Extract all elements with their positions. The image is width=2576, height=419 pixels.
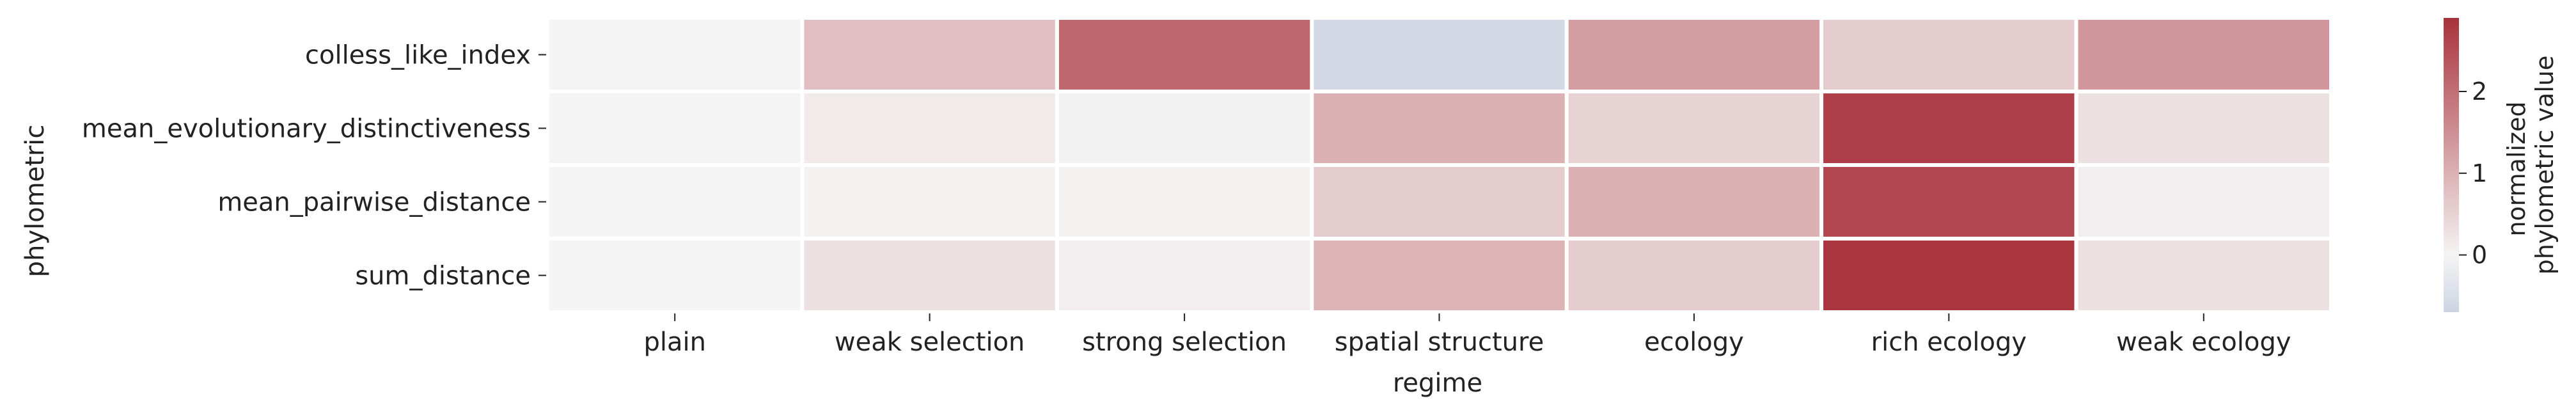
heatmap-cell [804,167,1055,237]
x-tick-label: weak selection [835,328,1025,357]
y-tick-label: mean_pairwise_distance [217,188,531,217]
heatmap-cell [2078,93,2329,163]
heatmap-cell [1823,20,2075,90]
colorbar-tick-label: 1 [2472,159,2487,187]
heatmap-cell [1058,20,1310,90]
colorbar-ticks: 0 1 2 [2459,77,2487,269]
heatmap-cell [1058,167,1310,237]
colorbar-label-line2: phylometric value [2531,56,2559,275]
heatmap-cell [549,167,801,237]
heatmap-cell [1314,20,1565,90]
heatmap-cell [1823,93,2075,163]
x-tick-label: rich ecology [1871,328,2027,357]
x-tick-label: ecology [1644,328,1744,357]
heatmap-cell [2078,167,2329,237]
heatmap-cell [1568,20,1820,90]
heatmap-cell [1568,167,1820,237]
heatmap-cell [804,241,1055,310]
heatmap-cell [1314,167,1565,237]
colorbar-tick-label: 2 [2472,77,2487,106]
heatmap-cell [1568,241,1820,310]
heatmap-cell [1314,93,1565,163]
heatmap-cell [2078,241,2329,310]
heatmap-cells [549,20,2329,310]
heatmap-cell [804,20,1055,90]
y-tick-label: mean_evolutionary_distinctiveness [82,115,531,144]
heatmap-cell [1058,93,1310,163]
x-tick-label: spatial structure [1335,328,1544,357]
y-tick-label: sum_distance [355,262,531,291]
x-tick-label: weak ecology [2116,328,2291,357]
x-tick-label: strong selection [1082,328,1287,357]
y-axis-label: phylometric [20,125,50,278]
colorbar-tick-label: 0 [2472,241,2487,269]
heatmap-cell [1058,241,1310,310]
heatmap-cell [549,241,801,310]
heatmap-cell [1314,241,1565,310]
y-tick-label: colless_like_index [305,41,531,70]
x-tick-labels: plain weak selection strong selection spati… [643,313,2291,357]
x-axis-label: regime [1393,368,1482,398]
heatmap-cell [1823,167,2075,237]
heatmap-cell [549,93,801,163]
heatmap-cell [804,93,1055,163]
y-tick-labels: colless_like_index mean_evolutionary_dist… [82,41,546,291]
colorbar [2444,18,2459,312]
heatmap-cell [549,20,801,90]
x-tick-label: plain [643,328,705,357]
colorbar-label: normalized phylometric value [2502,56,2559,275]
heatmap-cell [2078,20,2329,90]
colorbar-label-line1: normalized [2502,101,2531,236]
heatmap-cell [1568,93,1820,163]
heatmap-cell [1823,241,2075,310]
